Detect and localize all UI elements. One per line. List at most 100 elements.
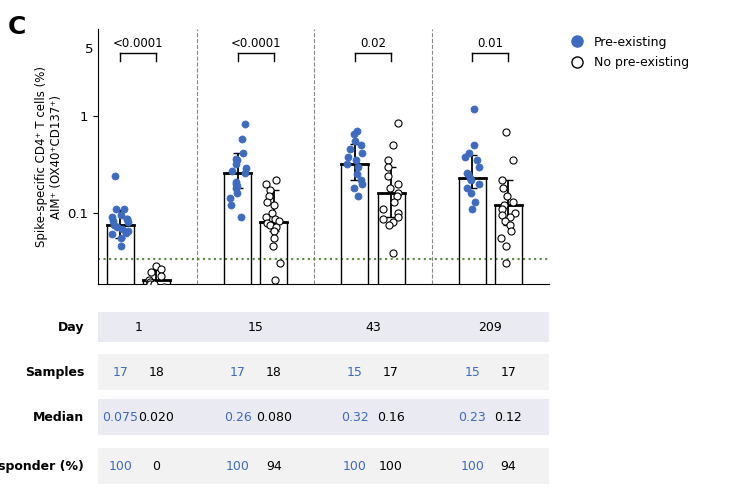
Point — [150, 288, 162, 296]
Point — [230, 177, 242, 185]
Text: 100: 100 — [343, 460, 367, 473]
Point — [260, 197, 272, 205]
Point — [225, 201, 237, 209]
Point — [121, 216, 133, 223]
Y-axis label: Spike-specific CD4⁺ T cells (%)
AIM⁺ (OX40⁺CD137⁺): Spike-specific CD4⁺ T cells (%) AIM⁺ (OX… — [35, 66, 63, 247]
Text: <0.0001: <0.0001 — [113, 37, 164, 50]
Point — [155, 265, 167, 273]
Point — [465, 175, 477, 183]
Point — [507, 197, 519, 205]
Point — [106, 230, 118, 238]
Point — [473, 163, 485, 171]
Point — [351, 171, 363, 178]
Point — [144, 280, 156, 288]
Point — [499, 259, 511, 267]
Point — [391, 192, 403, 199]
Point — [392, 213, 404, 221]
Text: 0.01: 0.01 — [478, 37, 503, 50]
Text: 0.32: 0.32 — [341, 411, 368, 424]
Point — [265, 186, 277, 194]
Point — [377, 205, 389, 213]
Bar — [260, 222, 287, 490]
Point — [153, 285, 165, 293]
Point — [263, 192, 275, 199]
Text: 17: 17 — [500, 366, 517, 379]
Text: 0.23: 0.23 — [459, 411, 486, 424]
Bar — [459, 178, 486, 490]
Point — [350, 156, 362, 164]
Point — [268, 201, 280, 209]
Text: 17: 17 — [229, 366, 246, 379]
Text: 15: 15 — [247, 321, 264, 334]
Point — [393, 189, 405, 197]
Bar — [495, 205, 522, 490]
Point — [269, 276, 281, 284]
Text: 94: 94 — [501, 460, 516, 473]
Point — [260, 180, 272, 188]
Point — [266, 209, 278, 217]
Point — [496, 205, 508, 213]
Bar — [341, 164, 368, 490]
Point — [462, 171, 474, 178]
Point — [121, 216, 133, 223]
Point — [239, 120, 251, 128]
Text: 0.26: 0.26 — [224, 411, 251, 424]
Text: Day: Day — [58, 321, 84, 334]
Point — [120, 229, 132, 237]
Text: 94: 94 — [266, 460, 281, 473]
Point — [109, 172, 121, 180]
Point — [260, 213, 272, 221]
Point — [499, 201, 511, 209]
Text: 209: 209 — [478, 321, 502, 334]
Bar — [98, 312, 549, 343]
Text: 17: 17 — [112, 366, 129, 379]
Point — [122, 218, 134, 226]
Text: 1: 1 — [135, 321, 142, 334]
Text: 0: 0 — [153, 460, 160, 473]
Bar — [98, 354, 549, 390]
Point — [496, 175, 508, 183]
Point — [111, 223, 123, 231]
Bar — [98, 399, 549, 435]
Point — [147, 283, 159, 291]
Point — [111, 205, 123, 213]
Point — [145, 268, 157, 276]
Point — [468, 141, 480, 149]
Point — [500, 242, 512, 250]
Point — [122, 226, 134, 234]
Text: 0.075: 0.075 — [102, 411, 138, 424]
Point — [269, 216, 281, 223]
Point — [230, 155, 242, 163]
Text: 17: 17 — [383, 366, 399, 379]
Point — [262, 219, 274, 227]
Point — [240, 164, 252, 172]
Point — [356, 148, 368, 156]
Point — [268, 226, 280, 234]
Text: Responder (%): Responder (%) — [0, 460, 84, 473]
Point — [387, 141, 399, 149]
Point — [153, 301, 165, 309]
Bar — [378, 193, 405, 490]
Point — [388, 197, 400, 205]
Point — [349, 137, 361, 145]
Point — [274, 259, 287, 267]
Point — [115, 211, 127, 219]
Point — [107, 217, 119, 225]
Text: <0.0001: <0.0001 — [230, 37, 281, 50]
Point — [150, 262, 162, 270]
Point — [341, 160, 353, 168]
Point — [499, 217, 511, 225]
Point — [352, 192, 364, 199]
Point — [468, 105, 480, 113]
Text: 100: 100 — [108, 460, 132, 473]
Text: 15: 15 — [464, 366, 481, 379]
Text: 18: 18 — [148, 366, 165, 379]
Point — [226, 167, 238, 175]
Text: 0.16: 0.16 — [378, 411, 405, 424]
Point — [237, 148, 249, 156]
Text: Median: Median — [33, 411, 84, 424]
Point — [505, 220, 517, 228]
Point — [462, 184, 474, 192]
Point — [230, 180, 242, 188]
Text: 100: 100 — [460, 460, 484, 473]
